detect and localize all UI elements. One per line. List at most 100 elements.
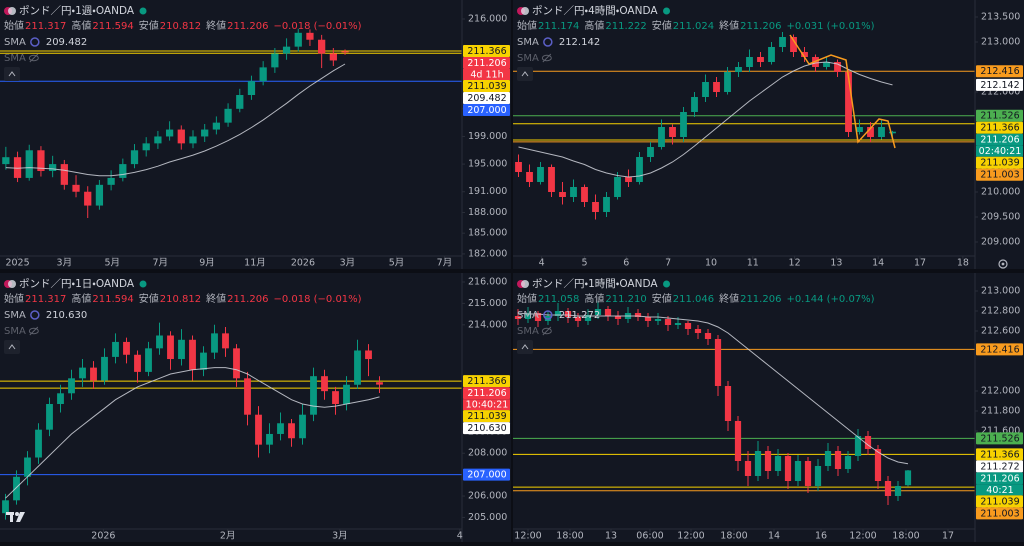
candle-body [2, 500, 9, 514]
price-tag[interactable] [976, 168, 1023, 181]
ohlc-close: 211.206 [740, 294, 781, 305]
candle-body [72, 184, 80, 192]
sma-name[interactable]: SMA [4, 37, 26, 48]
candle-body [145, 348, 152, 372]
eye-off-icon[interactable] [541, 327, 552, 335]
candle-body [823, 62, 830, 67]
hidden-indicator[interactable]: SMA [4, 53, 26, 64]
countdown-tag [976, 484, 1023, 496]
y-tick-label: 213.000 [981, 286, 1020, 297]
collapse-button[interactable] [517, 67, 533, 81]
price-tag[interactable] [463, 387, 510, 400]
candle-body [95, 184, 104, 206]
price-tag[interactable] [463, 410, 510, 423]
candle-body [889, 131, 896, 134]
price-tag[interactable] [976, 156, 1023, 169]
symbol-title[interactable]: ポンド／円・1日・OANDA [19, 278, 135, 290]
price-tag[interactable] [463, 45, 510, 58]
candle-body [746, 57, 753, 67]
candle-body [904, 470, 912, 486]
symbol-title[interactable]: ポンド／円・1時間・OANDA [532, 278, 658, 290]
x-tick-label: 16 [815, 531, 827, 542]
price-tag[interactable] [463, 92, 510, 105]
sma-name[interactable]: SMA [4, 310, 26, 321]
candle-body [236, 95, 244, 109]
ohlc-open-label: 始値 [517, 19, 537, 32]
candle-body [584, 315, 592, 321]
price-tag[interactable] [463, 57, 510, 70]
price-tag[interactable] [976, 495, 1023, 508]
price-tag[interactable] [463, 80, 510, 93]
candle-body [594, 309, 602, 315]
sma-name[interactable]: SMA [517, 37, 539, 48]
symbol-title[interactable]: ポンド／円・4時間・OANDA [532, 5, 658, 17]
candle-body [713, 82, 720, 92]
price-tag[interactable] [463, 375, 510, 388]
x-tick-label: 7月 [437, 258, 453, 269]
sma-name[interactable]: SMA [517, 310, 539, 321]
price-tag[interactable] [976, 343, 1023, 356]
settings-icon[interactable] [998, 259, 1008, 269]
collapse-button[interactable] [4, 67, 20, 81]
price-tag-label: 211.206 [467, 388, 506, 399]
collapse-button[interactable] [517, 340, 533, 354]
price-tag[interactable] [976, 65, 1023, 78]
ohlc-low-label: 安値 [652, 292, 672, 305]
candle-body [178, 339, 185, 360]
ohlc-high: 211.222 [605, 21, 646, 32]
ohlc-change: −0.018 (−0.01%) [273, 21, 361, 32]
candle-body [864, 436, 872, 449]
candle-body [856, 127, 863, 132]
ohlc-open-label: 始値 [4, 292, 24, 305]
price-tag[interactable] [976, 460, 1023, 473]
symbol-title[interactable]: ポンド／円・1週・OANDA [19, 5, 135, 17]
price-tag[interactable] [976, 109, 1023, 122]
candle-body [790, 37, 797, 52]
ohlc-close-label: 終値 [719, 19, 739, 32]
ohlc-low: 210.812 [160, 21, 201, 32]
candle-body [581, 187, 588, 202]
hidden-indicator[interactable]: SMA [4, 326, 26, 337]
hidden-indicator[interactable]: SMA [517, 326, 539, 337]
candle-body [592, 202, 599, 212]
candle-body [534, 313, 542, 321]
candle-body [259, 67, 267, 82]
ohlc-open: 211.317 [25, 21, 66, 32]
price-tag[interactable] [463, 422, 510, 435]
x-tick-label: 6 [623, 258, 629, 269]
ohlc-low-label: 安値 [139, 19, 159, 32]
ohlc-high: 211.594 [92, 21, 133, 32]
candle-body [68, 378, 75, 394]
chart-panel[interactable]: 213.500213.000212.000210.500210.000209.5… [513, 0, 1024, 269]
hidden-indicator[interactable]: SMA [517, 53, 539, 64]
price-tag[interactable] [976, 472, 1023, 485]
price-tag[interactable] [976, 121, 1023, 134]
chart-panel[interactable]: 216.000215.000214.000209.000208.000206.0… [0, 273, 511, 542]
candle-body [271, 53, 279, 68]
candle-body [321, 376, 328, 392]
price-tag[interactable] [976, 432, 1023, 445]
y-tick-label: 210.000 [981, 187, 1020, 198]
price-tag-label: 211.039 [980, 158, 1019, 169]
chart-panel[interactable]: 216.000203.000199.000195.000191.000188.0… [0, 0, 511, 269]
price-tag-label: 211.206 [467, 58, 506, 69]
price-tag[interactable] [463, 104, 510, 117]
price-tag[interactable] [463, 468, 510, 481]
eye-off-icon[interactable] [28, 54, 39, 62]
candle-body [604, 309, 612, 316]
eye-off-icon[interactable] [541, 54, 552, 62]
price-tag[interactable] [976, 133, 1023, 146]
drawing-zigzag[interactable] [789, 34, 896, 149]
candle-body [167, 335, 174, 360]
chart-panel[interactable]: 213.000 212.800 212.600 212.000 211.800 211.6… [513, 273, 1024, 542]
price-tag-label: 211.206 [980, 473, 1019, 484]
countdown-tag [976, 145, 1023, 157]
candle-body [878, 127, 885, 137]
eye-off-icon[interactable] [28, 327, 39, 335]
price-tag[interactable] [976, 78, 1023, 91]
price-tag[interactable] [976, 448, 1023, 461]
price-tag[interactable] [976, 507, 1023, 520]
candle-body [614, 177, 621, 197]
candle-body [774, 456, 782, 471]
collapse-button[interactable] [4, 340, 20, 354]
